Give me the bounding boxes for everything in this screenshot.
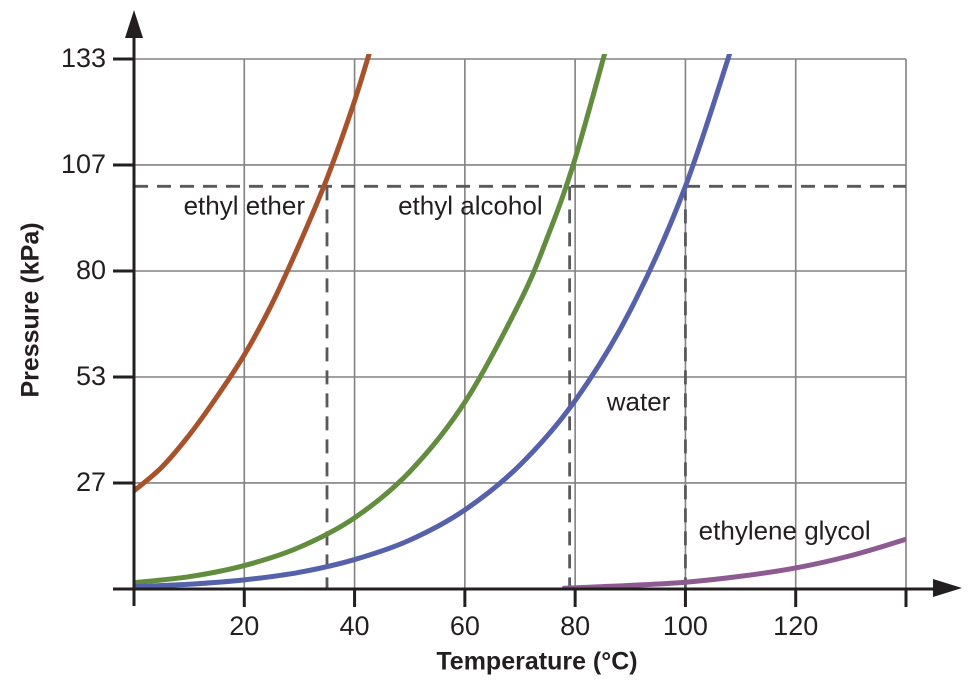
- x-axis-arrow-icon: [933, 579, 962, 597]
- y-tick-label-80: 80: [75, 254, 106, 285]
- gridlines: [134, 58, 907, 589]
- axes: [113, 32, 940, 607]
- curve-label-water: water: [606, 386, 671, 417]
- y-tick-label-133: 133: [60, 42, 106, 73]
- y-axis-arrow-icon: [125, 10, 143, 38]
- curve-label-ethyl-ether: ethyl ether: [183, 190, 305, 221]
- curve-ethyl-alcohol: [134, 54, 608, 586]
- curve-ethylene-glycol: [561, 536, 906, 589]
- y-tick-label-53: 53: [75, 360, 106, 391]
- curve-label-ethylene-glycol: ethylene glycol: [698, 515, 871, 546]
- curve-ethyl-ether: [134, 54, 372, 494]
- x-tick-label-20: 20: [229, 611, 260, 641]
- curves: [134, 54, 906, 589]
- y-tick-label-107: 107: [60, 148, 106, 179]
- y-tick-label-27: 27: [75, 466, 106, 497]
- curve-water: [134, 54, 733, 589]
- curve-label-ethyl-alcohol: ethyl alcohol: [398, 190, 543, 221]
- x-tick-label-60: 60: [449, 611, 480, 641]
- x-tick-label-80: 80: [560, 611, 591, 641]
- x-tick-label-40: 40: [339, 611, 370, 641]
- reference-dashed-lines: [134, 184, 906, 589]
- x-tick-label-120: 120: [773, 611, 819, 641]
- x-axis-title: Temperature (°C): [436, 647, 638, 676]
- x-tick-label-100: 100: [662, 611, 708, 641]
